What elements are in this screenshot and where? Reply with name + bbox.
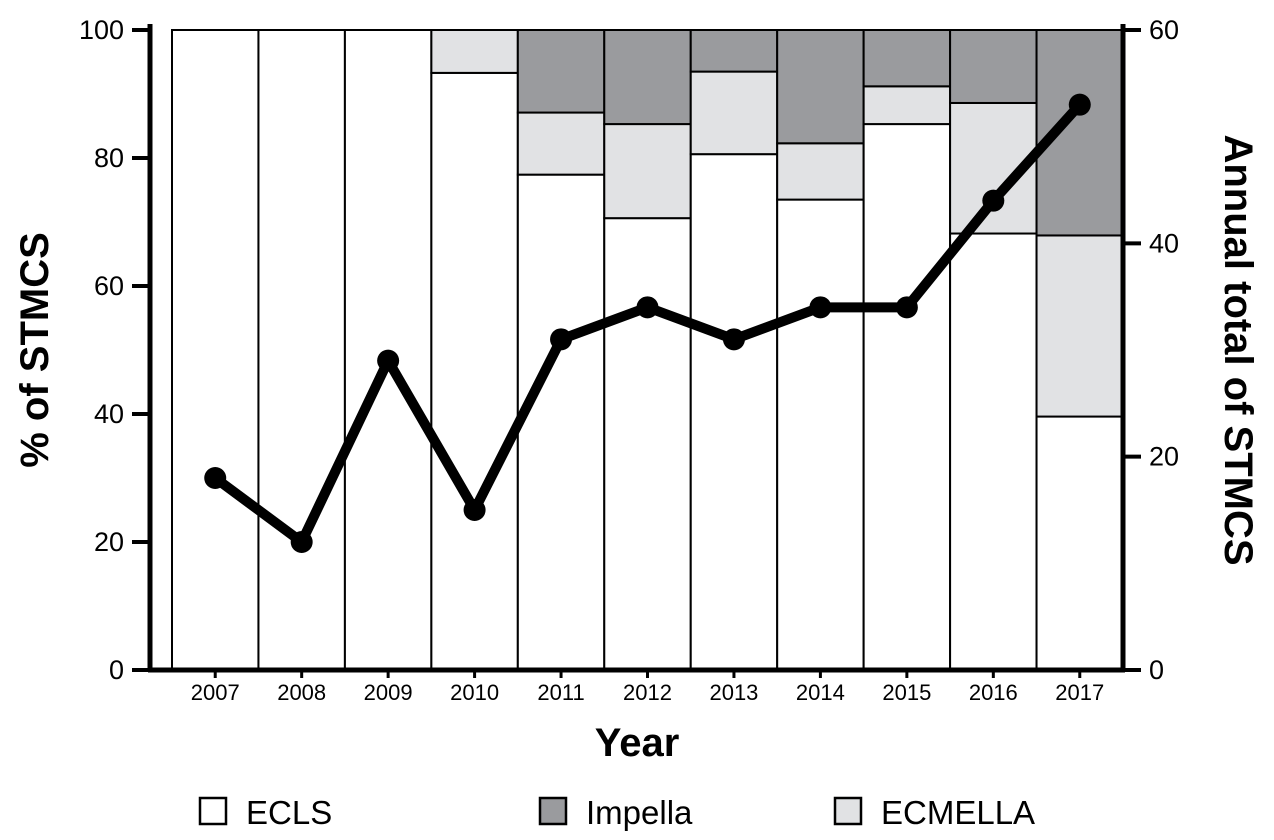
x-tick-label-2017: 2017 (1055, 680, 1104, 705)
legend: ECLS Impella ECMELLA (198, 794, 1035, 831)
y-axis-title: % of STMCS (13, 232, 57, 468)
bar-impella-2015 (862, 29, 952, 88)
y2-axis-title: Annual total of STMCS (1216, 134, 1260, 565)
x-tick-label-2007: 2007 (191, 680, 240, 705)
x-tick-label-2016: 2016 (969, 680, 1018, 705)
x-tick-label-2011: 2011 (537, 680, 584, 705)
x-tick-label-2009: 2009 (364, 680, 413, 705)
bar-ecmella-2014 (776, 142, 865, 201)
x-tick-label-2008: 2008 (277, 680, 326, 705)
line-point-2010 (463, 499, 486, 521)
legend-label-impella: Impella (586, 794, 693, 831)
line-point-2017 (1068, 93, 1091, 116)
bar-impella-2016 (949, 29, 1038, 104)
x-tick-label-2014: 2014 (796, 680, 845, 705)
y-tick-label-40: 40 (94, 399, 124, 429)
line-point-2012 (636, 296, 659, 319)
line-point-2011 (550, 328, 573, 351)
x-tick-label-2010: 2010 (450, 680, 499, 705)
bar-ecmella-2010 (430, 29, 519, 74)
bar-ecls-2015 (862, 123, 952, 671)
bar-ecls-2012 (603, 217, 692, 671)
line-point-2013 (722, 328, 745, 351)
line-point-2015 (895, 296, 918, 319)
y2-tick-label-60: 60 (1149, 15, 1179, 45)
bar-ecmella-2013 (689, 70, 779, 156)
y-tick-label-20: 20 (94, 527, 124, 557)
x-tick-label-2015: 2015 (882, 680, 931, 705)
bar-ecls-2014 (776, 198, 865, 671)
bar-ecls-2008 (257, 29, 346, 671)
axes-layer (147, 24, 1126, 673)
bars-layer (171, 29, 1124, 672)
y-tick-label-60: 60 (94, 271, 124, 301)
line-point-2007 (204, 467, 227, 489)
bar-impella-2013 (689, 29, 779, 73)
y2-tick-label-20: 20 (1149, 442, 1179, 472)
line-point-2009 (377, 349, 400, 372)
legend-swatch-ecmella (833, 796, 863, 826)
bar-ecls-2017 (1035, 415, 1124, 671)
y-tick-label-100: 100 (79, 15, 124, 45)
legend-swatch-ecls (198, 796, 228, 826)
x-tick-label-2012: 2012 (623, 680, 672, 705)
y2-tick-label-40: 40 (1149, 228, 1179, 258)
x-axis-title: Year (595, 721, 680, 765)
line-point-2008 (290, 531, 313, 553)
legend-swatch-impella (538, 796, 568, 826)
bar-ecls-2010 (430, 71, 519, 671)
bar-impella-2011 (516, 29, 606, 114)
bar-ecmella-2015 (862, 85, 952, 126)
line-point-2016 (982, 189, 1005, 212)
bar-ecmella-2017 (1035, 234, 1124, 418)
x-tick-label-2013: 2013 (709, 680, 758, 705)
bar-ecls-2011 (516, 173, 606, 671)
line-layer (204, 93, 1091, 553)
bar-impella-2014 (776, 29, 865, 145)
bar-ecls-2016 (949, 232, 1038, 672)
line-point-2014 (809, 296, 832, 319)
bar-ecmella-2012 (603, 123, 692, 220)
y2-tick-label-0: 0 (1149, 655, 1164, 685)
ticks-layer: 0 20 40 60 80 100 0 20 40 60 2007 2008 2009 2010 2011 2… (79, 15, 1179, 705)
bar-ecls-2007 (171, 29, 260, 671)
y-tick-label-80: 80 (94, 143, 124, 173)
bar-ecmella-2011 (516, 111, 606, 176)
bar-impella-2012 (603, 29, 692, 126)
bar-ecls-2013 (689, 153, 779, 672)
legend-label-ecmella: ECMELLA (881, 794, 1035, 831)
legend-label-ecls: ECLS (246, 794, 332, 831)
y-tick-label-0: 0 (109, 655, 124, 685)
